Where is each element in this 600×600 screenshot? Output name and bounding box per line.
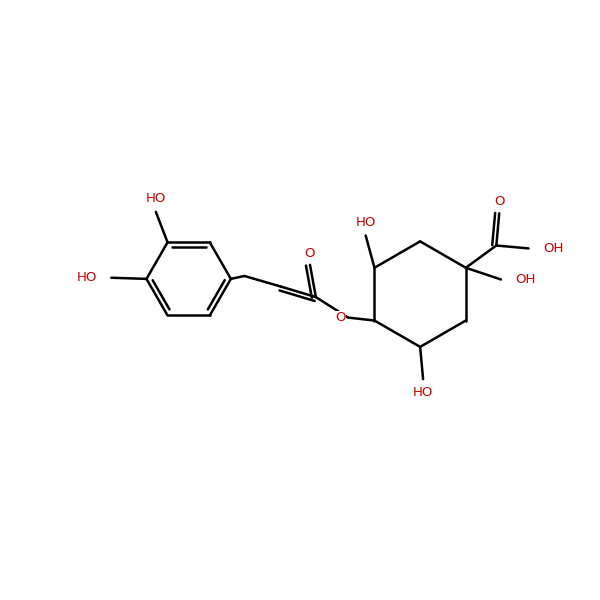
Text: HO: HO (76, 271, 97, 284)
Text: OH: OH (515, 273, 536, 286)
Text: HO: HO (355, 216, 376, 229)
Text: HO: HO (146, 193, 166, 205)
Text: O: O (494, 195, 505, 208)
Text: O: O (305, 247, 315, 260)
Text: O: O (335, 311, 346, 324)
Text: HO: HO (413, 386, 433, 398)
Text: OH: OH (543, 242, 563, 255)
